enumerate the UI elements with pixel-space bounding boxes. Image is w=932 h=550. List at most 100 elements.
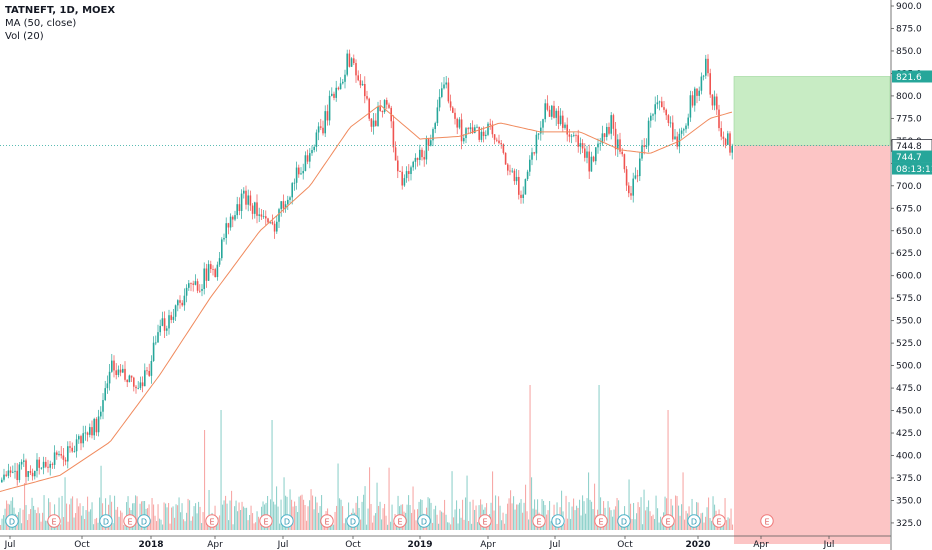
price-tick-label: 500.0 bbox=[896, 362, 922, 372]
earnings-marker[interactable]: E bbox=[760, 514, 774, 528]
candle-body bbox=[496, 139, 498, 141]
volume-bar bbox=[660, 516, 662, 530]
candle-body bbox=[586, 151, 588, 158]
profit-zone[interactable] bbox=[733, 76, 891, 146]
candle bbox=[51, 462, 54, 469]
marker-label: E bbox=[665, 518, 670, 527]
volume-bar bbox=[657, 508, 659, 530]
candle bbox=[465, 126, 467, 144]
candle-body bbox=[588, 151, 590, 172]
earnings-marker[interactable]: E bbox=[712, 514, 726, 528]
marker-circle bbox=[687, 514, 701, 528]
volume-bar bbox=[606, 522, 608, 530]
candle bbox=[254, 201, 256, 219]
ma-indicator-label[interactable]: MA (50, close) bbox=[5, 18, 77, 29]
volume-bar bbox=[516, 504, 518, 530]
candle bbox=[73, 445, 76, 453]
candle bbox=[403, 174, 406, 187]
volume-bar bbox=[219, 515, 221, 530]
last-close-badge[interactable]: 744.8 bbox=[892, 139, 932, 153]
candle bbox=[309, 148, 311, 169]
dividend-marker[interactable]: D bbox=[137, 514, 151, 528]
candle bbox=[414, 153, 417, 170]
candle bbox=[687, 113, 689, 129]
earnings-marker[interactable]: E bbox=[320, 514, 334, 528]
volume-bar bbox=[613, 509, 615, 530]
volume-bar bbox=[121, 512, 123, 530]
stop-loss-zone[interactable] bbox=[734, 145, 890, 545]
candle-body bbox=[416, 157, 419, 160]
price-tick-label: 425.0 bbox=[896, 429, 922, 439]
candle-body bbox=[36, 459, 38, 471]
marker-circle bbox=[346, 514, 360, 528]
candle bbox=[601, 125, 604, 146]
volume-bar bbox=[342, 506, 344, 530]
volume-bar bbox=[340, 499, 342, 530]
volume-bar bbox=[127, 496, 129, 530]
volume-bar bbox=[436, 514, 438, 530]
earnings-marker[interactable]: E bbox=[478, 514, 492, 528]
dividend-marker[interactable]: D bbox=[280, 514, 294, 528]
volume-bar bbox=[415, 520, 417, 530]
volume-indicator-label[interactable]: Vol (20) bbox=[5, 31, 44, 42]
candle bbox=[478, 126, 480, 143]
volume-bar bbox=[391, 504, 393, 530]
candle bbox=[328, 90, 331, 126]
candle-body bbox=[436, 107, 439, 124]
volume-bar bbox=[22, 509, 24, 530]
earnings-marker[interactable]: E bbox=[594, 514, 608, 528]
candle-body bbox=[196, 281, 199, 291]
candle-body bbox=[553, 105, 555, 118]
dividend-marker[interactable]: D bbox=[617, 514, 631, 528]
volume-bar bbox=[406, 504, 408, 530]
volume-bar bbox=[567, 518, 569, 530]
candle-body bbox=[163, 318, 166, 331]
volume-bar bbox=[598, 385, 600, 530]
dividend-marker[interactable]: D bbox=[99, 514, 113, 528]
candle-body bbox=[5, 474, 7, 476]
volume-bar bbox=[46, 520, 48, 530]
volume-bar bbox=[370, 504, 372, 530]
candle-body bbox=[361, 83, 364, 86]
volume-bar bbox=[360, 519, 362, 530]
dividend-marker[interactable]: D bbox=[346, 514, 360, 528]
candle-body bbox=[656, 102, 659, 105]
bar-countdown-badge[interactable]: 08:13:11 bbox=[892, 162, 932, 176]
volume-bar bbox=[682, 472, 684, 530]
dividend-marker[interactable]: D bbox=[5, 514, 19, 528]
target-price-badge[interactable]: 821.6 bbox=[892, 70, 932, 83]
candle bbox=[509, 164, 511, 176]
candle bbox=[126, 379, 128, 388]
earnings-marker[interactable]: E bbox=[205, 514, 219, 528]
earnings-marker[interactable]: E bbox=[47, 514, 61, 528]
volume-bar bbox=[652, 514, 654, 530]
candle bbox=[623, 153, 626, 173]
candle-body bbox=[192, 283, 194, 285]
candle bbox=[150, 355, 153, 384]
candle-body bbox=[117, 369, 120, 375]
volume-bar bbox=[451, 471, 453, 530]
symbol-title[interactable]: TATNEFT, 1D, MOEX bbox=[5, 5, 116, 16]
candle-body bbox=[658, 101, 661, 103]
volume-bar bbox=[312, 495, 314, 530]
volume-bar bbox=[153, 504, 155, 530]
candle-body bbox=[425, 139, 428, 160]
dividend-marker[interactable]: D bbox=[417, 514, 431, 528]
earnings-marker[interactable]: E bbox=[123, 514, 137, 528]
price-tick-label: 575.0 bbox=[896, 294, 922, 304]
candle bbox=[291, 181, 293, 205]
earnings-marker[interactable]: E bbox=[393, 514, 407, 528]
volume-bar bbox=[111, 501, 113, 530]
earnings-marker[interactable]: E bbox=[532, 514, 546, 528]
dividend-marker[interactable]: D bbox=[687, 514, 701, 528]
candle bbox=[361, 80, 364, 86]
candle bbox=[691, 91, 694, 108]
volume-bar bbox=[21, 523, 23, 530]
dividend-marker[interactable]: D bbox=[551, 514, 565, 528]
earnings-marker[interactable]: E bbox=[259, 514, 273, 528]
volume-bar bbox=[408, 495, 410, 530]
volume-bar bbox=[397, 495, 399, 530]
current-price-badge[interactable]: 744.7 bbox=[892, 150, 932, 164]
earnings-marker[interactable]: E bbox=[661, 514, 675, 528]
